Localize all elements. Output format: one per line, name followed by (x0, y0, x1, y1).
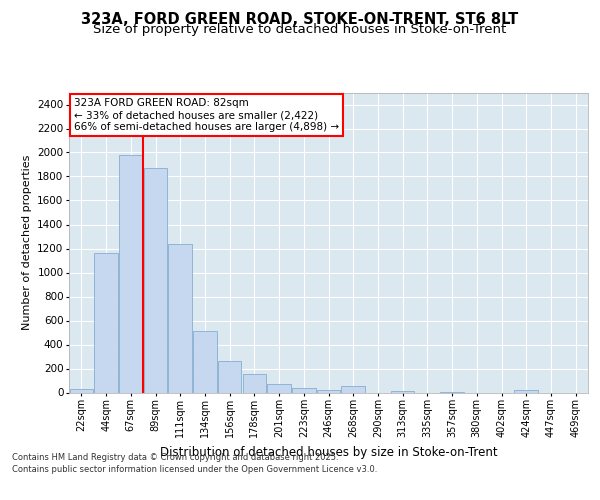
Text: Contains HM Land Registry data © Crown copyright and database right 2025.: Contains HM Land Registry data © Crown c… (12, 452, 338, 462)
Bar (292, 388, 316, 392)
X-axis label: Distribution of detached houses by size in Stoke-on-Trent: Distribution of detached houses by size … (160, 446, 497, 459)
Bar (144, 168, 167, 392)
Bar (268, 384, 291, 392)
Bar (391, 390, 415, 392)
Bar (242, 374, 266, 392)
Bar (341, 386, 365, 392)
Bar (94, 254, 118, 392)
Bar (514, 390, 538, 392)
Text: 323A, FORD GREEN ROAD, STOKE-ON-TRENT, ST6 8LT: 323A, FORD GREEN ROAD, STOKE-ON-TRENT, S… (82, 12, 518, 28)
Text: 323A FORD GREEN ROAD: 82sqm
← 33% of detached houses are smaller (2,422)
66% of : 323A FORD GREEN ROAD: 82sqm ← 33% of det… (74, 98, 340, 132)
Bar (119, 155, 143, 392)
Bar (70, 389, 93, 392)
Text: Size of property relative to detached houses in Stoke-on-Trent: Size of property relative to detached ho… (94, 22, 506, 36)
Bar (317, 390, 340, 392)
Text: Contains public sector information licensed under the Open Government Licence v3: Contains public sector information licen… (12, 465, 377, 474)
Bar (169, 244, 192, 392)
Y-axis label: Number of detached properties: Number of detached properties (22, 155, 32, 330)
Bar (218, 360, 241, 392)
Bar (193, 332, 217, 392)
